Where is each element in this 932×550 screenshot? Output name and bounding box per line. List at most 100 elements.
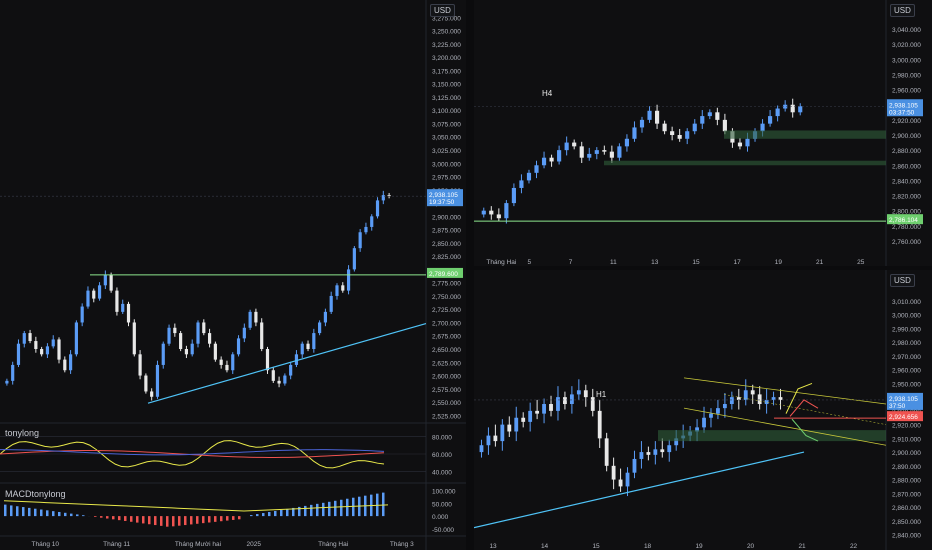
h1-chart-panel[interactable]: 3,010.000 3,000.000 2,990.000 2,980.000 2,97…	[474, 270, 932, 550]
h4-chart[interactable]: 3,040.000 3,020.000 3,000.000 2,980.000 2,96…	[474, 0, 932, 266]
y-tick-label: 2,960.000	[892, 368, 921, 375]
y-tick-label: 3,000.000	[432, 161, 461, 168]
channel-top	[683, 377, 887, 405]
candle	[69, 354, 73, 371]
candle	[74, 322, 78, 355]
candle	[722, 119, 727, 132]
candle	[34, 341, 38, 350]
macd-bar	[106, 516, 109, 519]
y-tick-label: 3,000.000	[892, 57, 921, 64]
daily-chart[interactable]: 3,275.000 3,250.000 3,225.000 3,200.000 3,17…	[0, 0, 466, 550]
y-tick-label: 3,175.000	[432, 68, 461, 75]
horizontal-divider[interactable]	[474, 266, 932, 270]
candle	[798, 106, 803, 113]
candle	[760, 123, 765, 132]
candle	[625, 472, 630, 487]
candle	[583, 390, 588, 398]
y-tick-label: 3,040.000	[892, 27, 921, 34]
candle	[576, 390, 581, 395]
macd-bar	[220, 516, 223, 522]
candle	[155, 364, 160, 397]
macd-bar	[310, 504, 313, 517]
x-tick-label: 20	[747, 543, 755, 550]
support-zone	[604, 160, 886, 166]
macd-bar	[262, 513, 265, 517]
level-tag-price: 2,924.656	[889, 414, 918, 421]
candle	[294, 354, 299, 365]
currency-label: USD	[430, 4, 455, 17]
x-tick-label: Tháng 10	[32, 541, 60, 548]
macd-tick-label: 50.000	[432, 501, 452, 508]
candle	[103, 274, 107, 286]
macd-bar	[154, 516, 157, 526]
candle	[352, 248, 356, 270]
macd-tick-label: 100.000	[432, 489, 456, 496]
candle	[11, 364, 15, 381]
candle	[618, 479, 623, 487]
vertical-divider[interactable]	[466, 0, 474, 550]
candle	[486, 435, 491, 446]
candle	[121, 303, 125, 312]
y-tick-label: 3,020.000	[892, 42, 921, 49]
y-tick-label: 2,750.000	[432, 294, 461, 301]
candle	[57, 339, 61, 360]
macd-bar	[94, 516, 97, 517]
candle	[692, 123, 697, 132]
h4-chart-panel[interactable]: 3,040.000 3,020.000 3,000.000 2,980.000 2,96…	[474, 0, 932, 266]
macd-bar	[340, 499, 343, 517]
candle	[346, 269, 351, 291]
daily-chart-panel[interactable]: 3,275.000 3,250.000 3,225.000 3,200.000 3,17…	[0, 0, 466, 550]
y-tick-label: 2,970.000	[892, 354, 921, 361]
supply-zone	[724, 130, 886, 139]
price-tag-price: 2,938.105	[889, 102, 918, 109]
candle	[318, 322, 322, 334]
candle	[677, 135, 682, 139]
candle	[496, 214, 501, 219]
y-tick-label: 2,550.000	[432, 400, 461, 407]
candle	[202, 322, 206, 334]
candle	[729, 397, 734, 405]
candle	[542, 404, 546, 414]
price-tag-time: 37:50	[889, 403, 906, 410]
candle	[28, 333, 32, 342]
candle	[92, 290, 96, 299]
y-tick-label: 2,675.000	[432, 334, 461, 341]
price-tag-price: 2,938.105	[889, 396, 918, 403]
y-tick-label: 2,990.000	[892, 326, 921, 333]
y-tick-label: 3,250.000	[432, 29, 461, 36]
macd-bar	[22, 507, 25, 517]
x-tick-label: 11	[610, 259, 617, 266]
macd-signal-line	[3, 500, 389, 512]
macd-bar	[292, 507, 295, 517]
candle	[5, 380, 9, 384]
x-tick-label: 18	[644, 543, 652, 550]
candle	[590, 397, 595, 411]
candle	[654, 110, 660, 124]
candle	[709, 413, 713, 418]
candle	[528, 410, 533, 422]
macd-title: MACDtonylong	[5, 489, 66, 499]
bullish-arrow	[785, 382, 813, 414]
macd-bar	[124, 516, 127, 521]
macd-bar	[190, 516, 193, 525]
rsi-ma-line	[0, 449, 385, 456]
candle	[277, 380, 281, 384]
x-tick-label: Tháng Hai	[318, 541, 348, 548]
candle	[736, 397, 741, 400]
y-tick-label: 2,910.000	[892, 436, 921, 443]
h1-chart[interactable]: 3,010.000 3,000.000 2,990.000 2,980.000 2,97…	[474, 270, 932, 550]
candle	[617, 146, 622, 158]
x-tick-label: 25	[857, 259, 865, 266]
candle	[341, 285, 345, 291]
candle	[126, 303, 131, 323]
candle	[493, 435, 498, 442]
rsi-line	[0, 440, 385, 469]
candle	[611, 465, 616, 480]
macd-bar	[118, 516, 121, 521]
candle	[757, 394, 762, 405]
x-tick-label: 13	[651, 259, 659, 266]
candle	[300, 343, 304, 355]
y-tick-label: 2,950.000	[892, 381, 921, 388]
macd-bar	[286, 508, 289, 517]
candle	[715, 112, 720, 120]
